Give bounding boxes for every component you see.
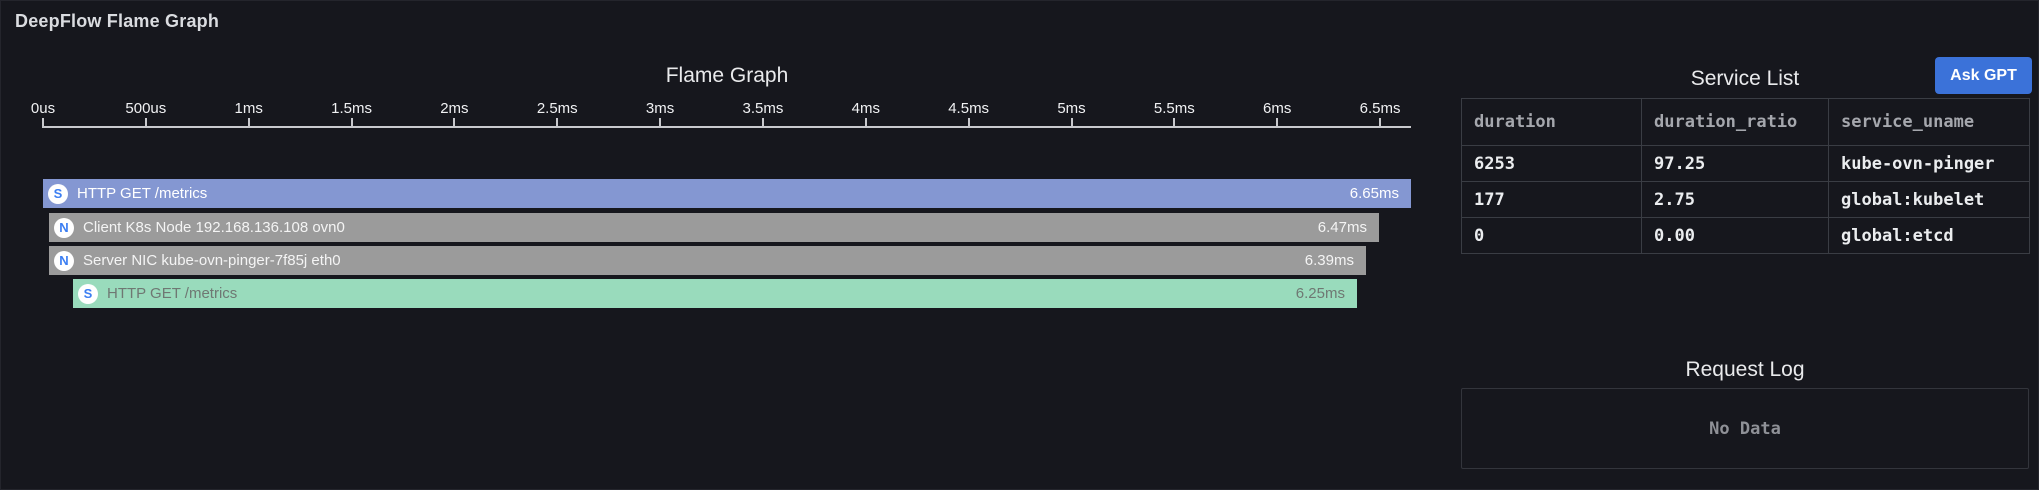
deepflow-dashboard: DeepFlow Flame Graph Flame Graph 0us 500… bbox=[0, 0, 2039, 490]
table-cell[interactable]: 2.75 bbox=[1642, 182, 1829, 218]
span-label: Client K8s Node 192.168.136.108 ovn0 bbox=[83, 219, 345, 236]
table-header-cell: duration bbox=[1462, 99, 1642, 146]
span-badge-icon: N bbox=[54, 251, 74, 271]
table-header-cell: duration_ratio bbox=[1642, 99, 1829, 146]
table-cell[interactable]: global:etcd bbox=[1829, 218, 2030, 254]
no-data-text: No Data bbox=[1709, 419, 1781, 439]
table-row[interactable]: 00.00global:etcd bbox=[1462, 218, 2030, 254]
request-log-empty-box: No Data bbox=[1461, 388, 2029, 469]
table-cell[interactable]: 0.00 bbox=[1642, 218, 1829, 254]
span-badge-icon: S bbox=[78, 284, 98, 304]
span-duration: 6.39ms bbox=[1305, 252, 1366, 269]
flame-bar[interactable]: N Server NIC kube-ovn-pinger-7f85j eth0 … bbox=[49, 246, 1366, 275]
span-label: Server NIC kube-ovn-pinger-7f85j eth0 bbox=[83, 252, 341, 269]
table-cell[interactable]: 177 bbox=[1462, 182, 1642, 218]
flame-bar[interactable]: N Client K8s Node 192.168.136.108 ovn0 6… bbox=[49, 213, 1379, 242]
request-log-title: Request Log bbox=[1461, 358, 2029, 382]
table-cell[interactable]: kube-ovn-pinger bbox=[1829, 146, 2030, 182]
span-duration: 6.65ms bbox=[1350, 185, 1411, 202]
service-table-body: 625397.25kube-ovn-pinger1772.75global:ku… bbox=[1462, 146, 2030, 254]
table-cell[interactable]: 0 bbox=[1462, 218, 1642, 254]
table-header-cell: service_uname bbox=[1829, 99, 2030, 146]
table-cell[interactable]: global:kubelet bbox=[1829, 182, 2030, 218]
table-row[interactable]: 1772.75global:kubelet bbox=[1462, 182, 2030, 218]
span-badge-icon: S bbox=[48, 184, 68, 204]
ask-gpt-button[interactable]: Ask GPT bbox=[1935, 57, 2032, 94]
span-badge-icon: N bbox=[54, 218, 74, 238]
service-table: durationduration_ratioservice_uname 6253… bbox=[1461, 98, 2030, 254]
table-row[interactable]: 625397.25kube-ovn-pinger bbox=[1462, 146, 2030, 182]
span-label: HTTP GET /metrics bbox=[77, 185, 207, 202]
span-label: HTTP GET /metrics bbox=[107, 285, 237, 302]
table-cell[interactable]: 6253 bbox=[1462, 146, 1642, 182]
service-table-head-row: durationduration_ratioservice_uname bbox=[1462, 99, 2030, 146]
flame-bar[interactable]: S HTTP GET /metrics 6.65ms bbox=[43, 179, 1411, 208]
span-duration: 6.25ms bbox=[1296, 285, 1357, 302]
table-cell[interactable]: 97.25 bbox=[1642, 146, 1829, 182]
span-duration: 6.47ms bbox=[1318, 219, 1379, 236]
flame-bar[interactable]: S HTTP GET /metrics 6.25ms bbox=[73, 279, 1357, 308]
